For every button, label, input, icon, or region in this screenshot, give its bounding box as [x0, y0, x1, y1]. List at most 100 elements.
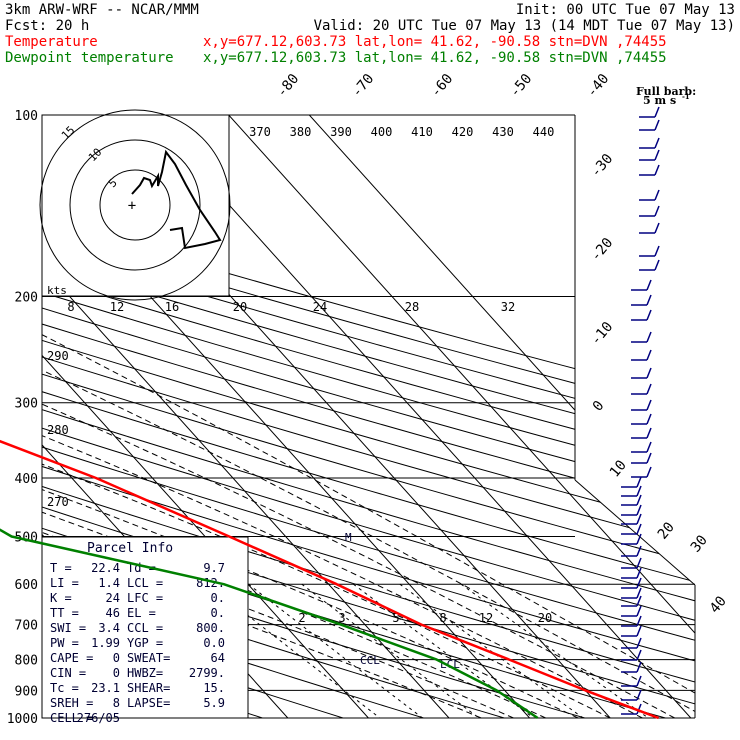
theta-label: 430	[492, 125, 514, 139]
parcel-label: CIN =	[50, 666, 86, 680]
wind-barb-flag	[636, 523, 642, 535]
mixing-ratio-label: 12	[479, 611, 493, 625]
mixing-ratio-line	[301, 583, 480, 718]
mixing-ratio-label: 2	[298, 611, 305, 625]
isotherm-label: -40	[584, 71, 613, 101]
parcel-value: 64	[211, 651, 225, 665]
parcel-value: 0.	[211, 591, 225, 605]
parcel-label: SWEAT=	[127, 651, 170, 665]
theta-label: 390	[330, 125, 352, 139]
dry-adiabat	[42, 115, 695, 718]
wind-barb-flag	[636, 557, 642, 569]
wind-barb-flag	[636, 504, 642, 516]
isotherm-label: -60	[428, 71, 457, 101]
parcel-value: 8	[113, 696, 120, 710]
wind-barb-flag	[654, 119, 660, 131]
wind-barb-flag	[636, 595, 642, 607]
init-time: Init: 00 UTC Tue 07 May 13	[516, 2, 735, 18]
mixing-ratio-label: 28	[405, 300, 419, 314]
parcel-label: YGP =	[127, 636, 163, 650]
isotherm	[42, 115, 369, 718]
parcel-label: LAPSE=	[127, 696, 170, 710]
parcel-label: PW =	[50, 636, 79, 650]
parcel-value: 1.4	[98, 576, 120, 590]
wind-barb-flag	[646, 427, 652, 439]
ccl-marker: CCL	[360, 654, 380, 667]
mixing-ratio-label: 8	[67, 300, 74, 314]
mixing-ratio-label: 3	[338, 611, 345, 625]
parcel-label: T =	[50, 561, 72, 575]
parcel-label: LFC =	[127, 591, 163, 605]
isotherm	[147, 115, 692, 718]
pressure-label: 800	[15, 654, 38, 669]
wind-barb-flag	[646, 399, 652, 411]
wind-barb-flag	[646, 441, 652, 453]
theta-label: 420	[452, 125, 474, 139]
wind-barb-flag	[636, 703, 642, 715]
wind-barb-flag	[646, 331, 652, 343]
dry-adiabat	[42, 115, 695, 718]
wind-barb-flag	[636, 615, 642, 627]
theta-label-left: 290	[47, 349, 69, 363]
moist-adiabat	[42, 237, 675, 718]
wind-barb-flag	[654, 106, 660, 118]
parcel-value: 9.7	[203, 561, 225, 575]
parcel-label: Tc =	[50, 681, 79, 695]
parcel-label: HWBZ=	[127, 666, 163, 680]
pressure-label: 1000	[7, 712, 38, 727]
wind-barb-flag	[646, 383, 652, 395]
hodograph-trace	[131, 149, 222, 250]
parcel-label: SWI =	[50, 621, 86, 635]
wind-barb-flag	[636, 587, 642, 599]
parcel-value: 46	[106, 606, 120, 620]
dry-adiabat	[42, 115, 695, 718]
isotherm-label: 0	[590, 398, 608, 415]
wind-barb-flag	[654, 245, 660, 257]
wind-barb-flag	[636, 476, 642, 488]
wind-barb-flag	[636, 577, 642, 589]
wind-barb-flag	[636, 625, 642, 637]
wind-barb-flag	[636, 513, 642, 525]
parcel-value: 3.4	[98, 621, 120, 635]
dry-adiabat	[42, 115, 695, 718]
dry-adiabat	[42, 115, 695, 718]
legend-temperature-info: x,y=677.12,603.73 lat,lon= 41.62, -90.58…	[203, 34, 667, 50]
plot-border-diagonal	[574, 479, 696, 586]
mixing-ratio-label: 20	[233, 300, 247, 314]
parcel-title: Parcel Info	[87, 541, 173, 556]
theta-label: 440	[533, 125, 555, 139]
dry-adiabat	[42, 115, 695, 718]
wind-barb-flag	[636, 567, 642, 579]
mixing-ratio-label: 24	[313, 300, 327, 314]
dry-adiabat	[42, 115, 505, 718]
wind-barb-flag	[646, 413, 652, 425]
isotherm-label: 10	[607, 457, 630, 480]
theta-label-left: 280	[47, 423, 69, 437]
dry-adiabat	[42, 115, 695, 718]
wind-barb-flag	[636, 661, 642, 673]
wind-barb-flag	[636, 637, 642, 649]
parcel-value: 2799.	[189, 666, 225, 680]
m-marker: M	[345, 531, 352, 544]
mixing-ratio-label: 20	[538, 611, 552, 625]
pressure-label: 200	[15, 291, 38, 306]
wind-barb-flag	[636, 675, 642, 687]
mixing-ratio-label: 32	[501, 300, 515, 314]
legend-dewpoint-info: x,y=677.12,603.73 lat,lon= 41.62, -90.58…	[203, 50, 667, 66]
pressure-label: 900	[15, 684, 38, 699]
parcel-value: 0	[113, 666, 120, 680]
dry-adiabat	[42, 115, 424, 718]
temperature-line	[0, 439, 660, 720]
parcel-label: EL =	[127, 606, 156, 620]
dry-adiabat	[42, 115, 695, 718]
wind-barb-flag	[636, 649, 642, 661]
dry-adiabat	[42, 115, 695, 718]
pressure-label: 100	[15, 109, 38, 124]
hodograph-ring	[99, 169, 171, 241]
parcel-label: CAPE =	[50, 651, 93, 665]
wind-barb-flag	[636, 605, 642, 617]
